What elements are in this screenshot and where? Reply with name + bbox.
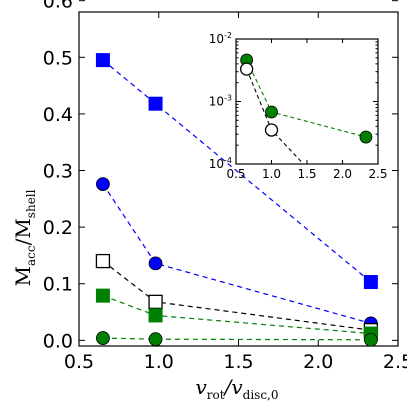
series-line-1: [102, 183, 372, 324]
data-point-4-2: [363, 332, 378, 347]
inset-y-tick-label: 10-2: [209, 31, 232, 46]
y-axis-label: Macc/Mshell: [11, 189, 38, 286]
data-point-3-1: [148, 308, 163, 323]
inset-x-tick-label: 1.0: [262, 167, 281, 181]
x-tick-label: 0.5: [64, 351, 94, 373]
inset-data-point-1-0: [239, 62, 254, 76]
x-tick-label: 2.5: [383, 351, 407, 373]
x-tick-label: 2.0: [303, 351, 333, 373]
data-point-1-0: [96, 177, 110, 191]
data-point-2-1: [148, 294, 163, 309]
inset-x-tick-label: 1.5: [297, 167, 316, 181]
inset-x-tick-label: 2.0: [333, 167, 352, 181]
data-point-1-1: [148, 256, 163, 271]
data-point-3-0: [95, 288, 110, 303]
data-point-0-2: [363, 275, 378, 290]
inset-y-tick-label: 10-3: [209, 94, 232, 109]
y-tick-label: 0.3: [43, 161, 73, 183]
inset-data-point-0-2: [359, 130, 373, 144]
data-point-2-0: [95, 253, 111, 269]
series-line-2: [102, 260, 371, 331]
data-point-4-1: [148, 332, 163, 347]
x-axis-label: vrot/vdisc,0: [195, 375, 278, 402]
inset-x-tick-label: 2.5: [368, 167, 387, 181]
y-tick-label: 0.4: [43, 104, 73, 126]
main-plot: 0.5 1.0 1.5 2.0 2.5 0.0 0.1 0.2 0.3 0.4 0.5 0.6: [43, 0, 407, 373]
y-tick-label: 0.6: [43, 0, 73, 13]
x-tick-label: 1.5: [223, 351, 253, 373]
data-point-0-1: [148, 96, 163, 111]
series-line-4: [102, 337, 371, 341]
y-tick-label: 0.5: [43, 47, 73, 69]
inset-data-point-1-1: [264, 123, 279, 137]
inset-plot: 0.5 1.0 1.5 2.0 2.5 10-4 10-3 10-2: [209, 31, 388, 181]
inset-y-tick-label: 10-4: [209, 156, 232, 171]
x-tick-label: 1.0: [144, 351, 174, 373]
y-tick-label: 0.1: [43, 274, 73, 296]
inset-x-tick-label: 0.5: [226, 167, 245, 181]
series-line-0: [102, 59, 372, 283]
data-point-4-0: [96, 331, 110, 345]
series-line-3: [102, 295, 371, 335]
inset-data-point-0-1: [265, 105, 278, 119]
data-point-0-0: [95, 53, 110, 68]
y-tick-label: 0.2: [43, 217, 73, 239]
y-tick-label: 0.0: [43, 330, 73, 352]
